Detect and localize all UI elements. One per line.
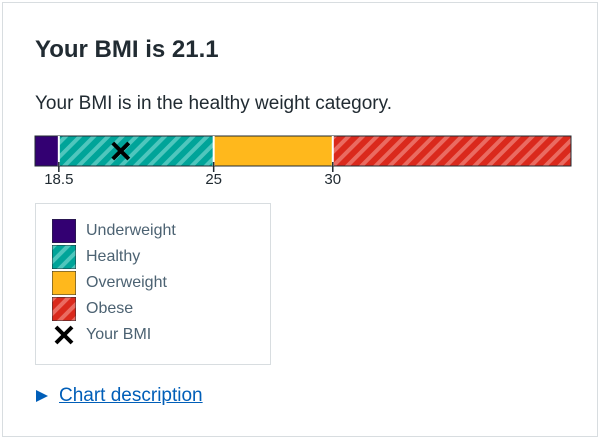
chart-description-link[interactable]: Chart description: [59, 385, 203, 406]
bar-segment-healthy: [58, 135, 215, 167]
legend-item-overweight: Overweight: [52, 270, 167, 296]
legend-item-obese: Obese: [52, 296, 133, 322]
cross-icon: [54, 325, 74, 345]
chart-legend: Underweight Healthy Overweight Obese: [35, 203, 271, 365]
legend-label: Healthy: [86, 248, 141, 265]
bmi-chart: [34, 135, 572, 172]
triangle-right-icon[interactable]: [35, 389, 49, 403]
tick-label-25: 25: [205, 171, 222, 188]
tick-label-30: 30: [324, 171, 342, 188]
legend-label: Overweight: [86, 274, 167, 291]
bmi-title: Your BMI is 21.1: [35, 36, 219, 63]
legend-label: Your BMI: [86, 326, 152, 343]
bar-segment-obese: [332, 135, 572, 167]
bmi-axis: 18.5 25 30: [35, 171, 575, 193]
underweight-swatch-icon: [52, 219, 76, 243]
bmi-bar-svg: [34, 135, 572, 172]
bmi-category-text: Your BMI is in the healthy weight catego…: [35, 93, 392, 114]
bar-segment-overweight: [213, 135, 334, 167]
healthy-swatch-icon: [52, 245, 76, 269]
cross-icon-stroke: [111, 141, 131, 161]
overweight-swatch-icon: [52, 271, 76, 295]
legend-label: Obese: [86, 300, 134, 317]
legend-label: Underweight: [86, 222, 176, 239]
legend-item-underweight: Underweight: [52, 218, 176, 244]
chart-description-toggle[interactable]: Chart description: [35, 384, 203, 408]
legend-item-your-bmi: Your BMI: [52, 322, 151, 348]
obese-swatch-icon: [52, 297, 76, 321]
tick-label-18-5: 18.5: [44, 171, 74, 188]
bar-segment-underweight: [34, 135, 60, 167]
legend-item-healthy: Healthy: [52, 244, 140, 270]
your-bmi-marker: [111, 141, 131, 161]
